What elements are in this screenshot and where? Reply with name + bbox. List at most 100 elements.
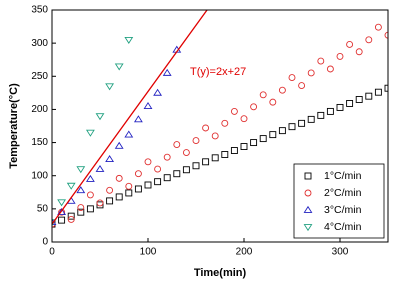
y-tick-label: 0: [42, 237, 48, 248]
marker-square: [182, 166, 190, 174]
marker-square: [355, 96, 363, 103]
marker-triangle-down: [303, 224, 313, 232]
marker-circle: [154, 165, 162, 173]
marker-square: [221, 151, 229, 158]
marker-circle: [317, 57, 325, 65]
y-tick-label: 250: [31, 71, 48, 82]
marker-circle: [304, 189, 312, 197]
marker-circle: [202, 124, 210, 132]
marker-square: [269, 131, 277, 139]
marker-circle: [192, 137, 200, 145]
marker-triangle: [153, 88, 163, 96]
marker-square: [192, 162, 200, 170]
marker-circle: [106, 186, 114, 194]
marker-circle: [269, 98, 277, 106]
marker-circle: [144, 158, 152, 166]
marker-square: [96, 201, 104, 209]
marker-circle: [67, 216, 75, 223]
marker-triangle: [85, 174, 95, 182]
marker-circle: [182, 149, 190, 156]
y-tick-label: 200: [31, 104, 48, 115]
annotation: T(y)=2x+27: [190, 66, 246, 78]
x-tick-label: 200: [236, 247, 253, 258]
marker-square: [307, 115, 315, 123]
marker-circle: [211, 132, 219, 140]
y-tick-label: 150: [31, 137, 48, 148]
marker-square: [288, 123, 296, 131]
plot-frame: [51, 9, 389, 243]
marker-circle: [374, 23, 382, 31]
marker-circle: [221, 119, 229, 127]
marker-circle: [173, 141, 181, 149]
marker-circle: [384, 31, 388, 39]
marker-triangle: [105, 155, 115, 162]
legend-label: 4°C/min: [324, 221, 362, 233]
marker-square: [230, 147, 238, 154]
marker-circle: [355, 48, 363, 56]
marker-square: [125, 189, 133, 197]
marker-square: [173, 170, 181, 178]
marker-triangle-down: [105, 83, 115, 91]
marker-square: [365, 92, 373, 100]
marker-square: [86, 205, 94, 213]
marker-square: [240, 143, 248, 150]
marker-circle: [250, 103, 258, 111]
marker-triangle: [76, 186, 86, 194]
marker-square: [384, 84, 388, 92]
plot-area: [52, 10, 388, 228]
marker-triangle-down: [124, 36, 134, 44]
marker-square: [67, 212, 75, 220]
marker-square: [304, 172, 312, 180]
marker-square: [250, 139, 258, 147]
marker-square: [106, 197, 114, 205]
marker-square: [77, 208, 85, 216]
marker-circle: [86, 191, 94, 199]
marker-triangle: [133, 115, 143, 123]
marker-square: [134, 185, 142, 193]
y-axis-label: Temperature(°C): [8, 83, 20, 169]
y-tick-label: 300: [31, 38, 48, 49]
marker-circle: [77, 204, 85, 211]
marker-triangle: [95, 164, 105, 172]
marker-triangle-down: [114, 63, 124, 71]
x-tick-label: 100: [140, 247, 157, 258]
marker-triangle: [114, 141, 124, 149]
legend-box: [293, 163, 385, 239]
marker-circle: [298, 82, 306, 90]
marker-square: [58, 216, 66, 224]
marker-square: [336, 103, 344, 111]
legend-label: 3°C/min: [324, 204, 362, 216]
marker-square: [144, 181, 152, 189]
marker-circle: [96, 199, 104, 207]
fit-line: [52, 10, 208, 225]
marker-circle: [259, 91, 267, 99]
marker-square: [259, 135, 267, 143]
marker-triangle: [143, 101, 153, 109]
marker-square: [163, 174, 171, 182]
marker-triangle-down: [57, 199, 67, 207]
x-tick-label: 0: [49, 247, 55, 258]
x-tick-label: 300: [332, 247, 349, 258]
y-tick-label: 100: [31, 170, 48, 181]
marker-triangle: [124, 130, 134, 138]
marker-triangle-down: [76, 166, 86, 174]
marker-square: [115, 193, 123, 201]
marker-circle: [365, 36, 373, 44]
marker-square: [298, 119, 306, 127]
marker-triangle-down: [85, 129, 95, 137]
marker-triangle: [303, 205, 313, 213]
marker-circle: [307, 69, 315, 77]
marker-circle: [278, 86, 286, 94]
marker-circle: [288, 74, 296, 82]
marker-square: [211, 154, 219, 162]
legend-label: 1°C/min: [324, 170, 362, 182]
legend-label: 2°C/min: [324, 187, 362, 199]
marker-square: [326, 107, 334, 115]
marker-square: [317, 111, 325, 119]
marker-square: [374, 88, 382, 96]
marker-square: [346, 100, 354, 107]
marker-square: [154, 178, 162, 186]
marker-circle: [230, 107, 238, 115]
marker-circle: [134, 170, 142, 178]
